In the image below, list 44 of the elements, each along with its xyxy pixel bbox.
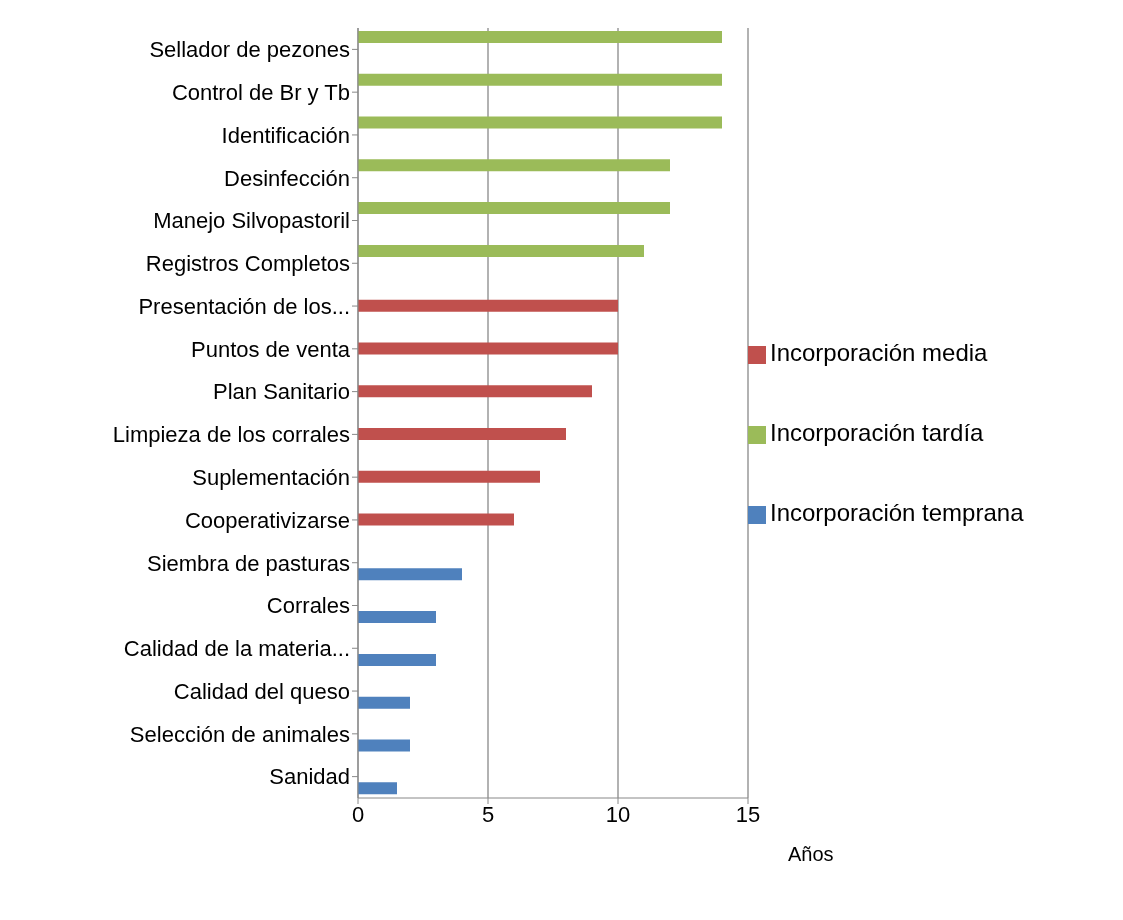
bar — [358, 73, 722, 86]
bar — [358, 653, 436, 666]
y-tick-label: Suplementación — [192, 464, 350, 490]
x-tick-label: 5 — [481, 801, 495, 827]
bar — [358, 244, 644, 257]
x-tick-label: 15 — [735, 801, 761, 827]
y-tick-label: Limpieza de los corrales — [112, 422, 350, 448]
bar — [358, 782, 397, 795]
bar — [358, 513, 514, 526]
bar — [358, 159, 670, 172]
bar — [358, 385, 592, 398]
legend-label: Incorporación temprana — [770, 499, 1024, 526]
legend-label: Incorporación media — [770, 339, 988, 366]
y-tick-label: Plan Sanitario — [213, 379, 350, 405]
bar — [358, 568, 462, 581]
y-tick-label: Control de Br y Tb — [171, 79, 350, 105]
legend-label: Incorporación tardía — [770, 419, 984, 446]
y-tick-label: Manejo Silvopastoril — [153, 208, 350, 234]
y-tick-label: Presentación de los... — [138, 293, 350, 319]
y-tick-label: Registros Completos — [145, 251, 350, 277]
bar — [358, 739, 410, 752]
y-tick-label: Cooperativizarse — [184, 507, 350, 533]
bar — [358, 116, 722, 129]
bar — [358, 342, 618, 355]
y-tick-label: Selección de animales — [129, 721, 350, 747]
y-tick-label: Corrales — [266, 593, 350, 619]
y-tick-label: Desinfección — [224, 165, 350, 191]
x-tick-label: 0 — [351, 801, 365, 827]
x-axis-title: Años — [788, 843, 834, 866]
bar — [358, 696, 410, 709]
y-tick-label: Calidad de la materia... — [123, 636, 350, 662]
bar — [358, 31, 722, 43]
y-tick-label: Calidad del queso — [173, 678, 350, 704]
bar — [358, 428, 566, 440]
x-tick-label: 10 — [605, 801, 631, 827]
y-tick-label: Puntos de venta — [190, 336, 351, 362]
bar — [358, 611, 436, 624]
y-tick-label: Sellador de pezones — [149, 37, 350, 63]
y-tick-label: Sanidad — [269, 764, 350, 790]
bar — [358, 202, 670, 215]
bar — [358, 470, 540, 483]
bar — [358, 299, 618, 312]
y-tick-label: Siembra de pasturas — [147, 550, 350, 576]
y-tick-label: Identificación — [221, 122, 350, 148]
